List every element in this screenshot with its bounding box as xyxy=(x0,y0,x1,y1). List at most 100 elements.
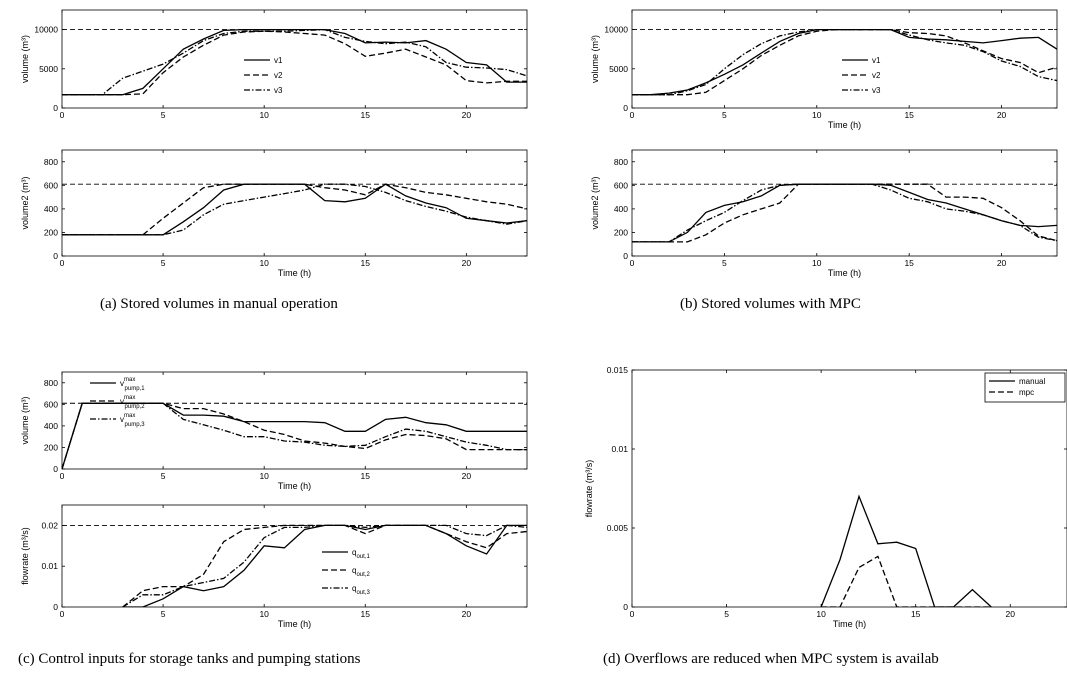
series-line-s2 xyxy=(632,183,1057,243)
series-line-v3 xyxy=(632,28,1057,96)
x-tick-label: 20 xyxy=(997,110,1007,120)
y-tick-label: 600 xyxy=(44,180,58,190)
legend-label: v1 xyxy=(872,56,881,65)
series-line-q-out1 xyxy=(122,524,527,607)
x-tick-label: 15 xyxy=(361,110,371,120)
plot-frame xyxy=(631,149,1058,257)
series-line-manual xyxy=(820,494,992,607)
x-tick-label: 15 xyxy=(904,110,914,120)
plot-area xyxy=(62,524,527,607)
y-tick-label: 0 xyxy=(53,103,58,113)
y-tick-label: 0.01 xyxy=(611,444,628,454)
y-axis-label: flowrate (m³/s) xyxy=(20,527,30,585)
x-tick-label: 5 xyxy=(722,258,727,268)
y-tick-label: 200 xyxy=(44,227,58,237)
x-axis-label: Time (h) xyxy=(828,120,861,130)
plot-frame xyxy=(61,371,528,470)
y-tick-label: 400 xyxy=(44,204,58,214)
series-line-v3 xyxy=(62,28,527,96)
x-axis-label: Time (h) xyxy=(278,481,311,491)
legend-label: vmax pump,3 xyxy=(120,413,145,428)
plot-area xyxy=(62,402,527,469)
y-tick-label: 10000 xyxy=(34,25,58,35)
x-tick-label: 10 xyxy=(259,609,269,619)
series-line-v-pump2 xyxy=(62,402,527,469)
x-tick-label: 10 xyxy=(259,258,269,268)
x-tick-label: 0 xyxy=(630,110,635,120)
legend-label: v3 xyxy=(274,86,283,95)
legend: v1 v2 v3 xyxy=(244,56,283,95)
chart-d: 0 5 10 15 20 0 0.005 0.01 0.015 Time (h) flowrate … xyxy=(584,365,1067,629)
plot-area xyxy=(632,28,1057,96)
series-line-mpc xyxy=(821,555,992,607)
y-axis-label: volume (m³) xyxy=(590,35,600,83)
legend-label: v3 xyxy=(872,86,881,95)
legend-label: v2 xyxy=(872,71,881,80)
y-tick-label: 600 xyxy=(44,399,58,409)
y-tick-label: 0.02 xyxy=(41,520,58,530)
plot-frame xyxy=(61,504,528,608)
y-axis-label: flowrate (m³/s) xyxy=(584,460,594,518)
legend: qout,1 qout,2 qout,3 xyxy=(322,548,370,596)
x-tick-label: 15 xyxy=(361,258,371,268)
x-tick-label: 5 xyxy=(161,471,166,481)
x-tick-label: 10 xyxy=(812,258,822,268)
x-tick-label: 10 xyxy=(812,110,822,120)
x-tick-label: 20 xyxy=(462,609,472,619)
series-line-q-out3 xyxy=(122,524,527,607)
legend-box xyxy=(984,372,1066,403)
series-line-s0 xyxy=(632,183,1057,243)
legend-label: vmax pump,2 xyxy=(120,395,145,410)
y-tick-label: 0 xyxy=(53,464,58,474)
y-tick-label: 10000 xyxy=(604,25,628,35)
x-tick-label: 5 xyxy=(161,609,166,619)
series-line-s2 xyxy=(62,183,527,236)
caption-d: (d) Overflows are reduced when MPC syste… xyxy=(603,651,939,667)
chart-a-top: 0 5 10 15 20 0 5000 10000 volume (m³) v1 v2 v3 xyxy=(20,9,528,120)
y-axis-label: volume (m³) xyxy=(20,35,30,83)
x-tick-label: 15 xyxy=(361,609,371,619)
x-tick-label: 20 xyxy=(462,258,472,268)
legend-label: qout,2 xyxy=(352,566,370,578)
x-tick-label: 20 xyxy=(462,471,472,481)
y-tick-label: 400 xyxy=(44,421,58,431)
plot-area xyxy=(820,494,992,607)
y-tick-label: 0 xyxy=(623,103,628,113)
y-tick-label: 0 xyxy=(53,251,58,261)
y-tick-label: 800 xyxy=(44,378,58,388)
plot-frame xyxy=(61,149,528,257)
x-tick-label: 0 xyxy=(60,110,65,120)
y-tick-label: 5000 xyxy=(609,64,628,74)
series-line-v1 xyxy=(62,28,527,96)
x-axis-label: Time (h) xyxy=(278,619,311,629)
y-tick-label: 0.015 xyxy=(607,365,629,375)
x-tick-label: 5 xyxy=(161,110,166,120)
legend-label: v1 xyxy=(274,56,283,65)
plot-frame xyxy=(61,9,528,109)
series-line-v-pump3 xyxy=(62,402,527,469)
series-line-q-out2 xyxy=(122,524,527,607)
plot-area xyxy=(62,28,527,96)
x-axis-label: Time (h) xyxy=(833,619,866,629)
y-tick-label: 0.005 xyxy=(607,523,629,533)
x-tick-label: 5 xyxy=(724,609,729,619)
chart-c-bottom: 0 5 10 15 20 0 0.01 0.02 Time (h) flowrate (m³/s)… xyxy=(20,504,528,629)
series-line-s1 xyxy=(632,183,1057,243)
legend: manual mpc xyxy=(984,372,1066,403)
caption-a: (a) Stored volumes in manual operation xyxy=(100,296,338,312)
x-tick-label: 5 xyxy=(161,258,166,268)
x-tick-label: 0 xyxy=(60,609,65,619)
y-tick-label: 400 xyxy=(614,204,628,214)
x-tick-label: 0 xyxy=(60,258,65,268)
x-tick-label: 10 xyxy=(259,110,269,120)
x-tick-label: 15 xyxy=(911,609,921,619)
legend-label: v2 xyxy=(274,71,283,80)
series-line-v2 xyxy=(62,30,527,96)
x-tick-label: 20 xyxy=(462,110,472,120)
y-axis-label: volume2 (m³) xyxy=(590,176,600,229)
plot-area xyxy=(632,183,1057,243)
